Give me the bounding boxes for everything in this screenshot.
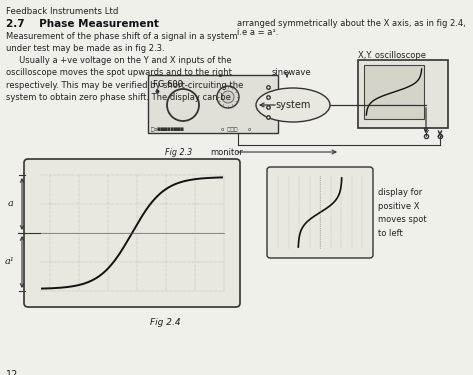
Text: system: system (275, 100, 311, 110)
FancyBboxPatch shape (267, 167, 373, 258)
Text: 2.7    Phase Measurement: 2.7 Phase Measurement (6, 19, 159, 29)
Text: X,Y. oscilloscope: X,Y. oscilloscope (358, 51, 426, 60)
Text: □o■■■■■■■■: □o■■■■■■■■ (151, 127, 184, 132)
FancyBboxPatch shape (358, 60, 448, 128)
Text: 12: 12 (6, 370, 18, 375)
Text: Feedback Instruments Ltd: Feedback Instruments Ltd (6, 7, 118, 16)
Circle shape (217, 86, 239, 108)
Circle shape (167, 89, 199, 121)
Text: Fig 2.3: Fig 2.3 (165, 148, 192, 157)
Text: a: a (8, 200, 14, 208)
FancyBboxPatch shape (364, 65, 424, 119)
Text: o □□□: o □□□ (221, 127, 237, 132)
Text: X: X (437, 130, 443, 139)
Text: Fig 2.4: Fig 2.4 (149, 318, 180, 327)
Text: sinewave: sinewave (272, 68, 312, 77)
Text: Y: Y (423, 130, 429, 139)
Text: monitor: monitor (210, 148, 243, 157)
Text: o: o (248, 127, 251, 132)
Text: i.e a = a¹.: i.e a = a¹. (237, 28, 279, 37)
Text: display for
positive X
moves spot
to left: display for positive X moves spot to lef… (378, 188, 427, 238)
Circle shape (222, 91, 234, 103)
Text: FG 600: FG 600 (153, 80, 183, 89)
Ellipse shape (256, 88, 330, 122)
Text: arranged symmetrically about the X axis, as in fig 2.4,: arranged symmetrically about the X axis,… (237, 19, 466, 28)
Text: Measurement of the phase shift of a signal in a system
under test may be made as: Measurement of the phase shift of a sign… (6, 32, 244, 102)
Text: a¹: a¹ (4, 258, 14, 267)
FancyBboxPatch shape (148, 75, 278, 133)
FancyBboxPatch shape (24, 159, 240, 307)
